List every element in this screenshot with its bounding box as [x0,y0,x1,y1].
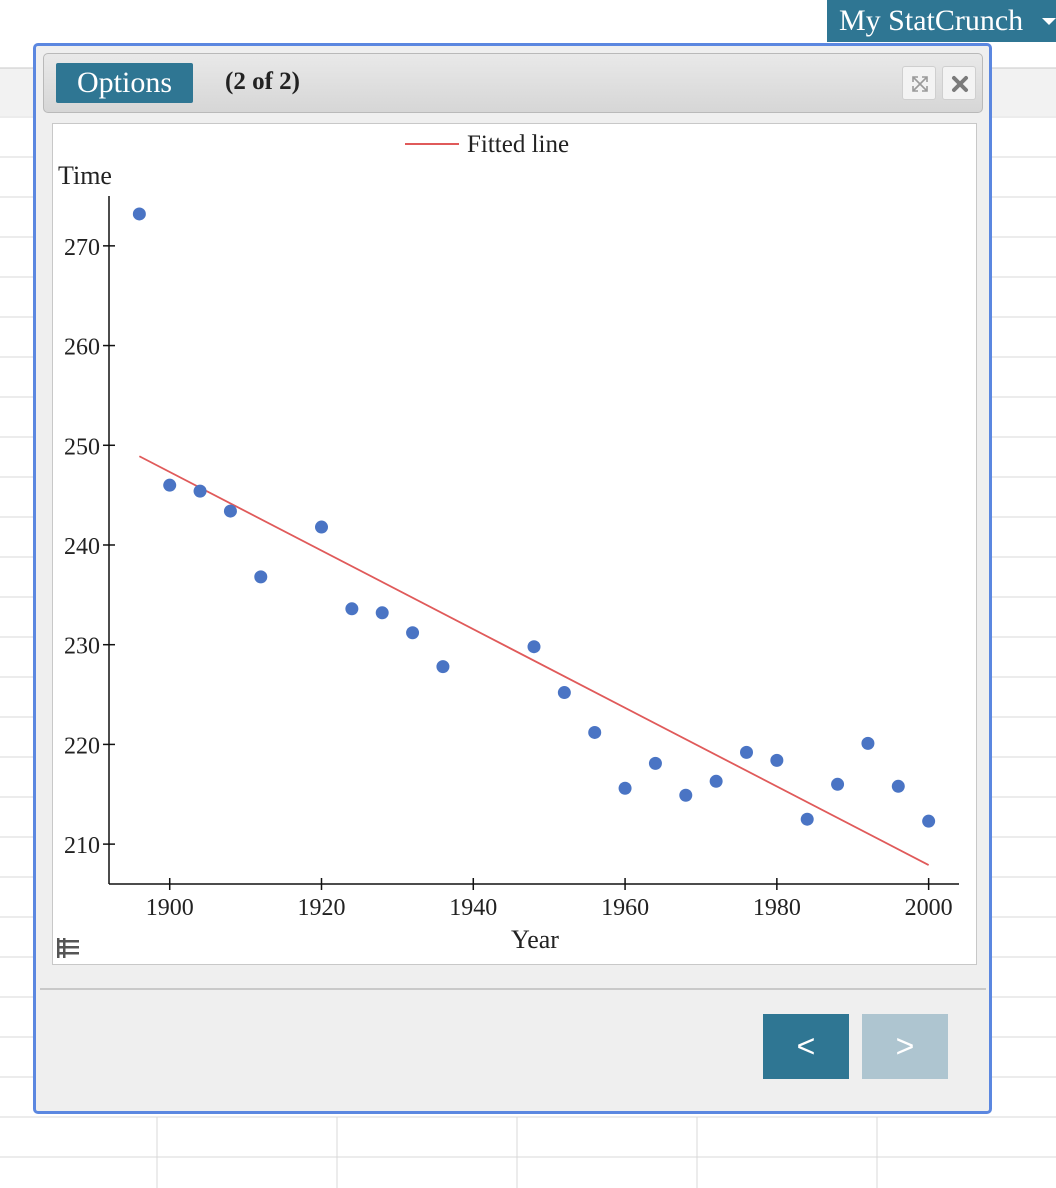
data-point [406,626,420,640]
data-point [648,756,662,770]
data-point [527,640,541,654]
x-tick-label: 1960 [601,895,649,921]
data-point [557,686,571,700]
data-point [375,606,389,620]
data-point [770,753,784,767]
caret-down-icon [1042,18,1056,25]
data-point [223,504,237,518]
data-point [618,781,632,795]
y-tick-label: 220 [64,733,100,759]
x-tick-label: 1980 [753,895,801,921]
data-point [436,660,450,674]
x-tick-label: 1900 [146,895,194,921]
options-button[interactable]: Options [56,63,193,103]
legend-label: Fitted line [467,131,569,158]
dialog-titlebar: Options (2 of 2) [43,53,983,113]
y-tick-label: 240 [64,534,100,560]
y-tick-label: 270 [64,235,100,261]
graph-dialog: Options (2 of 2) Fitted line [33,43,992,1114]
x-tick-label: 1940 [449,895,497,921]
data-point [800,812,814,826]
close-button[interactable] [942,66,976,100]
data-point [193,484,207,498]
data-point [831,777,845,791]
footer-divider [40,988,986,990]
y-axis-label: Time [58,161,112,190]
my-statcrunch-menu[interactable]: My StatCrunch [827,0,1056,42]
page-counter: (2 of 2) [225,68,300,95]
x-axis-label: Year [511,925,559,954]
maximize-button[interactable] [902,66,936,100]
y-tick-label: 250 [64,434,100,460]
expand-icon [912,76,928,92]
previous-button[interactable]: < [763,1014,849,1079]
data-point [132,207,146,221]
data-point [709,774,723,788]
data-point [679,788,693,802]
next-button[interactable]: > [862,1014,948,1079]
x-tick-label: 2000 [905,895,953,921]
chart-area: Fitted line Time Year 210 220 230 240 250 260… [52,123,977,965]
x-tick-label: 1920 [298,895,346,921]
y-tick-label: 210 [64,833,100,859]
data-point [861,736,875,750]
y-tick-label: 230 [64,634,100,660]
data-point [922,814,936,828]
fitted-line [138,455,930,866]
my-statcrunch-label: My StatCrunch [839,4,1024,37]
scatter-plot: Fitted line Time Year 210 220 230 240 250 260… [58,131,959,954]
data-point [254,570,268,584]
data-point [740,745,753,759]
close-icon [952,76,968,92]
y-tick-label: 260 [64,335,100,361]
data-point [891,779,905,793]
data-point [315,520,328,534]
data-point [588,725,602,739]
legend: Fitted line [405,131,569,158]
data-point [345,602,359,616]
hamburger-menu-icon[interactable] [57,938,79,958]
data-point [163,478,177,492]
